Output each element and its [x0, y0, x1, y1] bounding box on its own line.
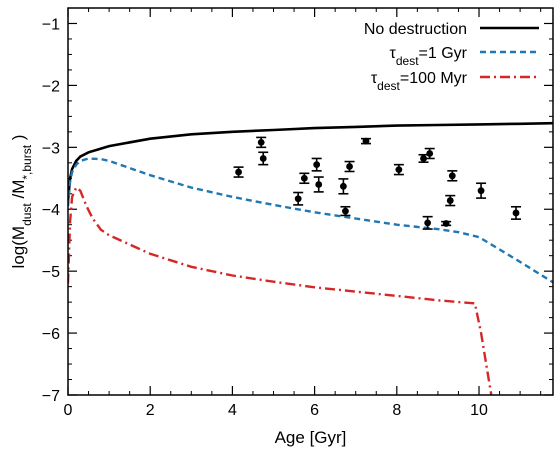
data-point: [311, 157, 322, 172]
data-point: [258, 151, 269, 166]
data-point: [422, 215, 433, 230]
y-axis-label-sub2: *,burst: [20, 144, 34, 179]
data-point: [393, 163, 404, 176]
y-tick-label: −7: [42, 388, 60, 405]
y-axis-label-mid: /M: [9, 180, 28, 204]
plot-frame: [67, 7, 554, 396]
data-point: [313, 176, 324, 193]
data-point: [344, 160, 355, 173]
data-point: [256, 136, 267, 149]
data-point: [338, 178, 349, 195]
y-axis-label-main: log(M: [9, 226, 28, 269]
data-point: [424, 147, 435, 160]
y-tick-label: −5: [42, 264, 60, 281]
y-tick-label: −6: [42, 326, 60, 343]
series-line-2: [68, 157, 553, 284]
data-point: [340, 205, 351, 217]
y-tick-label: −2: [42, 78, 60, 95]
data-point: [293, 191, 304, 206]
data-point: [418, 153, 429, 163]
data-point: [441, 220, 452, 227]
y-axis-label: log(Mdust /M*,burst ): [9, 135, 34, 269]
x-axis-label: Age [Gyr]: [275, 428, 347, 447]
legend-label-3: τdest=100 Myr: [371, 70, 468, 93]
legend-label-2: τdest=1 Gyr: [390, 45, 468, 68]
legend-label-1: No destruction: [364, 21, 467, 38]
series-line-3: [68, 185, 493, 395]
y-axis-label-end: ): [9, 135, 28, 145]
x-tick-label: 0: [64, 402, 73, 419]
data-point: [233, 166, 244, 178]
y-tick-label: −1: [42, 16, 60, 33]
data-points: [233, 136, 522, 230]
y-axis-label-sub1: dust: [20, 203, 34, 226]
x-tick-label: 10: [470, 402, 488, 419]
data-point: [445, 194, 456, 207]
series-line-1: [68, 121, 553, 201]
data-point: [447, 170, 458, 182]
x-tick-label: 4: [228, 402, 237, 419]
data-point: [360, 137, 371, 145]
data-point: [511, 205, 522, 220]
x-tick-label: 8: [392, 402, 401, 419]
series-lines: [68, 121, 553, 395]
data-point: [476, 182, 487, 199]
x-tick-label: 2: [146, 402, 155, 419]
data-point: [299, 172, 310, 185]
y-tick-label: −3: [42, 140, 60, 157]
x-tick-label: 6: [310, 402, 319, 419]
y-tick-label: −4: [42, 202, 60, 219]
